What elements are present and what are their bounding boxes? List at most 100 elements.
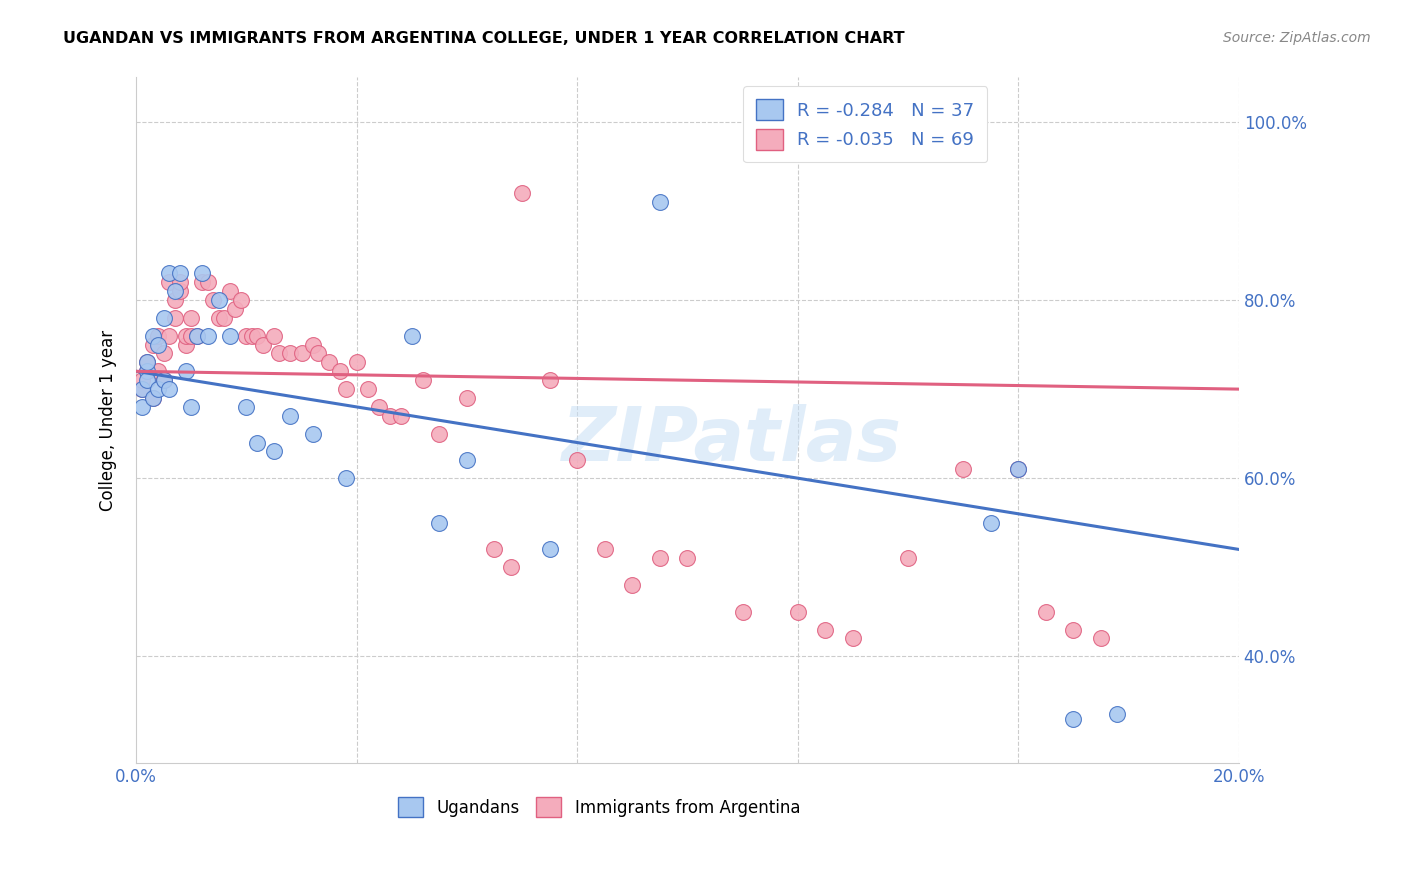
Point — [191, 275, 214, 289]
Y-axis label: College, Under 1 year: College, Under 1 year — [100, 330, 117, 511]
Point — [389, 409, 412, 423]
Point — [280, 346, 302, 360]
Point — [136, 355, 159, 369]
Point — [229, 293, 252, 307]
Point — [1062, 623, 1084, 637]
Point — [131, 373, 153, 387]
Point — [136, 364, 159, 378]
Point — [218, 284, 240, 298]
Point — [1035, 605, 1057, 619]
Point — [329, 364, 352, 378]
Point — [142, 391, 165, 405]
Point — [142, 391, 165, 405]
Point — [163, 310, 186, 325]
Point — [484, 542, 506, 557]
Point — [197, 328, 219, 343]
Point — [378, 409, 401, 423]
Point — [180, 310, 202, 325]
Point — [1007, 462, 1029, 476]
Point — [157, 275, 180, 289]
Point — [169, 284, 191, 298]
Point — [208, 310, 231, 325]
Point — [218, 328, 240, 343]
Point — [131, 382, 153, 396]
Point — [131, 382, 153, 396]
Point — [401, 328, 423, 343]
Point — [152, 373, 174, 387]
Point — [235, 400, 257, 414]
Point — [318, 355, 340, 369]
Point — [208, 293, 231, 307]
Point — [456, 453, 478, 467]
Point — [786, 605, 808, 619]
Point — [186, 328, 208, 343]
Point — [163, 284, 186, 298]
Point — [269, 346, 291, 360]
Point — [180, 400, 202, 414]
Point — [169, 275, 191, 289]
Point — [169, 266, 191, 280]
Point — [648, 195, 671, 210]
Point — [157, 328, 180, 343]
Point — [593, 542, 616, 557]
Point — [1062, 712, 1084, 726]
Point — [301, 426, 323, 441]
Point — [621, 578, 644, 592]
Point — [157, 266, 180, 280]
Point — [1007, 462, 1029, 476]
Point — [301, 337, 323, 351]
Point — [427, 516, 450, 530]
Point — [499, 560, 522, 574]
Point — [174, 337, 197, 351]
Point — [240, 328, 263, 343]
Point — [1107, 707, 1129, 722]
Point — [648, 551, 671, 566]
Point — [146, 382, 169, 396]
Point — [814, 623, 837, 637]
Point — [146, 364, 169, 378]
Point — [842, 632, 865, 646]
Point — [180, 328, 202, 343]
Point — [263, 328, 285, 343]
Point — [246, 435, 269, 450]
Point — [427, 426, 450, 441]
Point — [510, 186, 533, 201]
Point — [186, 328, 208, 343]
Point — [174, 364, 197, 378]
Point — [152, 310, 174, 325]
Text: UGANDAN VS IMMIGRANTS FROM ARGENTINA COLLEGE, UNDER 1 YEAR CORRELATION CHART: UGANDAN VS IMMIGRANTS FROM ARGENTINA COL… — [63, 31, 905, 46]
Legend: Ugandans, Immigrants from Argentina: Ugandans, Immigrants from Argentina — [391, 791, 807, 823]
Point — [731, 605, 754, 619]
Point — [224, 301, 246, 316]
Point — [412, 373, 434, 387]
Point — [146, 328, 169, 343]
Point — [357, 382, 380, 396]
Point — [235, 328, 257, 343]
Point — [152, 346, 174, 360]
Point — [142, 337, 165, 351]
Point — [290, 346, 312, 360]
Point — [1090, 632, 1112, 646]
Point — [136, 364, 159, 378]
Point — [263, 444, 285, 458]
Point — [335, 382, 357, 396]
Text: ZIPatlas: ZIPatlas — [561, 404, 901, 477]
Point — [538, 373, 561, 387]
Point — [307, 346, 329, 360]
Point — [131, 400, 153, 414]
Point — [197, 275, 219, 289]
Point — [952, 462, 974, 476]
Point — [897, 551, 920, 566]
Point — [136, 373, 159, 387]
Point — [980, 516, 1002, 530]
Point — [346, 355, 368, 369]
Text: Source: ZipAtlas.com: Source: ZipAtlas.com — [1223, 31, 1371, 45]
Point — [136, 355, 159, 369]
Point — [246, 328, 269, 343]
Point — [367, 400, 389, 414]
Point — [163, 293, 186, 307]
Point — [567, 453, 589, 467]
Point — [146, 337, 169, 351]
Point — [280, 409, 302, 423]
Point — [214, 310, 236, 325]
